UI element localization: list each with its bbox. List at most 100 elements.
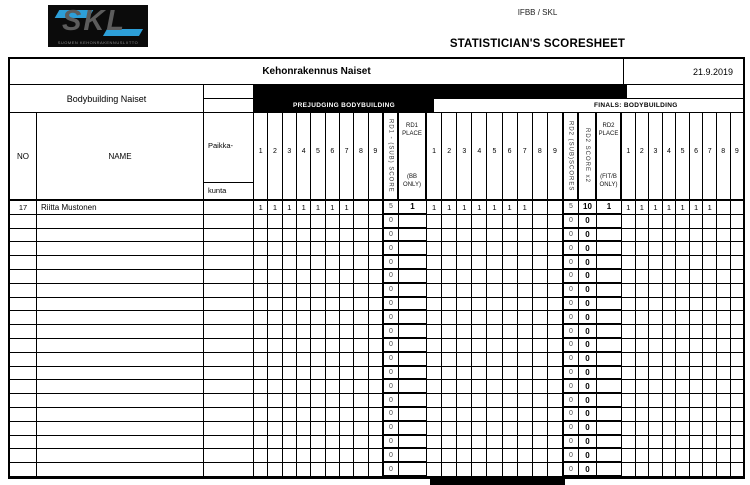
no-cell: 17 (10, 201, 37, 215)
judge-score-cell (502, 297, 518, 312)
judge-score-cell (689, 214, 704, 229)
judge-score-cell (676, 435, 690, 450)
judge-score-cell (442, 311, 458, 326)
judge-score-cell (689, 407, 704, 422)
judge-score-cell (635, 325, 650, 339)
judge-score-cell (268, 380, 283, 395)
no-cell (10, 325, 37, 339)
judge-score-cell (254, 449, 269, 464)
rd1-place-cell (399, 338, 427, 353)
judge-number-header: 2 (636, 113, 650, 199)
judge-score-cell (730, 436, 744, 450)
judge-score-cell (676, 242, 690, 257)
judge-score-cell (703, 380, 717, 395)
judge-score-cell (649, 338, 663, 353)
judge-score-cell (532, 214, 548, 229)
name-cell (37, 366, 204, 381)
judge-score-cell (254, 352, 269, 367)
judge-score-cell (296, 214, 312, 229)
judge-score-cell (487, 394, 503, 408)
judge-group-finals (622, 311, 744, 326)
judge-score-cell (427, 463, 443, 477)
judge-score-cell (325, 256, 340, 270)
judge-score-cell (487, 311, 503, 326)
judge-score-cell (635, 311, 650, 326)
rd2-subscore-cell: 5 (562, 201, 579, 215)
name-cell (37, 269, 204, 284)
judge-score-cell (296, 380, 312, 395)
class-title: Kehonrakennus Naiset (262, 66, 371, 77)
judge-score-cell (311, 214, 326, 229)
name-cell (37, 352, 204, 367)
rd2-place-cell (597, 380, 622, 395)
rd2-subscore-cell: 0 (562, 352, 579, 367)
class-title-row: Kehonrakennus Naiset 21.9.2019 (10, 59, 743, 85)
judge-score-cell (282, 311, 297, 326)
judge-group-finals (622, 366, 744, 381)
judge-score-cell (325, 325, 340, 339)
judge-score-cell (311, 421, 326, 436)
judge-score-cell: 1 (487, 201, 503, 215)
rd2-subscore-cell: 0 (562, 311, 579, 326)
judge-score-cell (339, 242, 355, 257)
judge-score-cell (703, 283, 717, 298)
judge-score-cell (622, 311, 636, 326)
judge-score-cell (547, 408, 562, 422)
judge-number-header: 3 (283, 113, 297, 199)
judge-score-cell (703, 435, 717, 450)
judge-group-finals (622, 325, 744, 339)
judge-score-cell (662, 421, 677, 436)
judge-group-rd2 (427, 380, 562, 395)
judge-score-cell (487, 338, 503, 353)
judge-score-cell (649, 228, 663, 243)
judge-score-cell (296, 325, 312, 339)
header-rd2-subscore-label: RD2 (SUB)SCORES (567, 120, 574, 192)
rd1-place-cell (399, 449, 427, 464)
judge-score-cell (487, 325, 503, 339)
judge-score-cell (689, 449, 704, 464)
judge-number-header: 1 (254, 113, 269, 199)
judge-score-cell (457, 214, 473, 229)
judge-score-cell (339, 214, 355, 229)
rd2-place-cell (597, 269, 622, 284)
judge-score-cell (427, 242, 443, 257)
judge-score-cell (268, 463, 283, 477)
judge-score-cell (730, 284, 744, 298)
judge-score-cell (442, 228, 458, 243)
judge-score-cell (730, 463, 744, 477)
judge-score-cell: 1 (296, 201, 312, 215)
judge-score-cell (311, 407, 326, 422)
rd1-place-label: RD1 PLACE (402, 123, 422, 138)
judge-score-cell (517, 352, 533, 367)
judge-score-cell (532, 421, 548, 436)
judge-score-cell (442, 435, 458, 450)
judge-score-cell (662, 352, 677, 367)
rd2-place-cell (597, 449, 622, 464)
locality-cell (204, 352, 254, 367)
judge-score-cell (472, 256, 488, 270)
sheet-body: 17 Riitta Mustonen 1 1 1 1 1 1 1 5 1 1 1 1 1 1 1 1 5 10 1 1 1 1… (10, 201, 744, 477)
judge-score-cell: 1 (282, 201, 297, 215)
judge-score-cell (635, 352, 650, 367)
locality-cell (204, 242, 254, 257)
judge-score-cell (622, 449, 636, 464)
judge-score-cell (311, 435, 326, 450)
judge-score-cell (487, 242, 503, 257)
judge-score-cell (427, 311, 443, 326)
judge-group-rd2 (427, 297, 562, 312)
judge-score-cell (487, 214, 503, 229)
judge-score-cell (730, 422, 744, 436)
judge-score-cell (547, 284, 562, 298)
judge-score-cell (532, 449, 548, 464)
judge-score-cell (354, 463, 369, 477)
rd2-x2-cell: 0 (579, 269, 597, 284)
rd2-place-cell (597, 352, 622, 367)
rd2-x2-cell: 0 (579, 297, 597, 312)
judge-score-cell (716, 228, 731, 243)
rd2-x2-cell: 0 (579, 449, 597, 464)
judge-score-cell (282, 325, 297, 339)
judge-score-cell (325, 449, 340, 464)
judge-group-rd1 (254, 435, 382, 450)
judge-score-cell (368, 201, 382, 215)
judge-score-cell (487, 435, 503, 450)
